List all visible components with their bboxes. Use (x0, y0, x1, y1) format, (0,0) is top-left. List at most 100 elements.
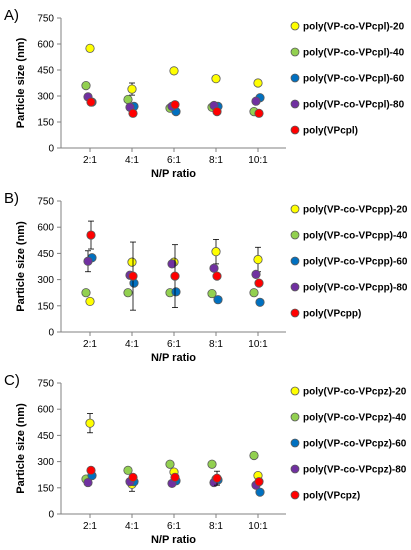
x-tick-label: 10:1 (248, 339, 268, 350)
y-tick-label: 600 (37, 223, 54, 234)
x-tick-label: 4:1 (125, 521, 139, 532)
y-tick-label: 300 (37, 457, 54, 468)
x-tick-label: 4:1 (125, 339, 139, 350)
data-point (81, 81, 91, 91)
legend-marker (290, 47, 300, 57)
legend-marker (290, 125, 300, 135)
y-tick-label: 0 (48, 328, 54, 339)
data-point (127, 84, 137, 94)
series-4 (83, 250, 261, 280)
data-point (254, 477, 264, 487)
data-point (85, 43, 95, 53)
data-point (127, 257, 137, 267)
legend-label: poly(VPcpl) (303, 126, 358, 137)
y-axis-title: Particle size (nm) (15, 403, 27, 494)
y-axis-title: Particle size (nm) (15, 221, 27, 312)
y-axis-title: Particle size (nm) (15, 37, 27, 128)
series-5 (86, 220, 264, 311)
data-point (83, 256, 93, 266)
y-tick-label: 600 (37, 405, 54, 416)
data-point (81, 288, 91, 298)
x-tick-label: 4:1 (125, 155, 139, 166)
x-tick-label: 2:1 (83, 155, 97, 166)
x-tick-label: 8:1 (209, 155, 223, 166)
series-1 (85, 43, 263, 96)
y-tick-label: 750 (37, 197, 54, 208)
x-tick-label: 10:1 (248, 155, 268, 166)
data-point (123, 288, 133, 298)
data-point (211, 74, 221, 84)
data-point (255, 487, 265, 497)
data-point (170, 472, 180, 482)
series-5 (86, 97, 264, 118)
data-point (170, 100, 180, 110)
data-point (86, 230, 96, 240)
legend-label: poly(VP-co-VPcpz)-60 (303, 439, 407, 450)
x-tick-label: 10:1 (248, 521, 268, 532)
data-point (251, 96, 261, 106)
x-axis-title: N/P ratio (151, 352, 196, 364)
data-point (85, 418, 95, 428)
data-point (207, 288, 217, 299)
x-tick-label: 6:1 (167, 155, 181, 166)
y-tick-label: 300 (37, 92, 54, 103)
chart-panel-a: A) 0 150 300 450 600 750 2:1 4:1 6:1 8:1 10:1 N/P ra… (4, 7, 405, 180)
legend-label: poly(VPcpz) (303, 491, 360, 502)
data-point (85, 296, 95, 307)
data-point (165, 459, 175, 469)
x-tick-label: 2:1 (83, 521, 97, 532)
x-tick-label: 6:1 (167, 339, 181, 350)
series-3 (87, 253, 265, 307)
data-point (86, 97, 96, 107)
chart-panel-b: B) 0 150 300 450 600 750 2:1 4:1 6:1 8:1 10:1 N/P ra… (4, 190, 408, 364)
legend-marker (290, 99, 300, 109)
data-point (86, 465, 96, 475)
data-point (255, 297, 265, 307)
legend-marker (290, 490, 300, 500)
legend-marker (290, 282, 300, 292)
legend-marker (290, 256, 300, 266)
data-point (253, 78, 263, 88)
data-point (207, 459, 217, 469)
legend-marker (290, 464, 300, 474)
legend-label: poly(VP-co-VPcpz)-80 (303, 465, 407, 476)
y-tick-label: 0 (48, 144, 54, 155)
legend-label: poly(VPcpp) (303, 309, 361, 320)
data-point (171, 287, 181, 297)
legend: poly(VP-co-VPcpp)-20 poly(VP-co-VPcpp)-40… (290, 205, 408, 320)
legend-label: poly(VP-co-VPcpp)-60 (303, 257, 408, 268)
data-point (209, 263, 219, 273)
series-2 (81, 288, 259, 299)
data-point (249, 288, 259, 298)
panel-label: C) (4, 372, 20, 389)
y-tick-label: 750 (37, 14, 54, 25)
y-tick-label: 0 (48, 510, 54, 521)
x-tick-label: 8:1 (209, 339, 223, 350)
data-point (212, 107, 222, 117)
legend: poly(VP-co-VPcpz)-20 poly(VP-co-VPcpz)-40… (290, 387, 407, 502)
legend-label: poly(VP-co-VPcpl)-20 (303, 22, 405, 33)
y-tick-label: 450 (37, 66, 54, 77)
legend-label: poly(VP-co-VPcpz)-40 (303, 413, 407, 424)
data-point (83, 477, 93, 488)
data-point (249, 450, 259, 461)
data-point (128, 271, 138, 281)
y-tick-label: 450 (37, 431, 54, 442)
y-tick-label: 150 (37, 118, 54, 129)
data-point (128, 108, 138, 118)
legend-marker (290, 21, 300, 31)
data-point (253, 254, 263, 265)
legend-marker (290, 308, 300, 318)
y-tick-label: 450 (37, 249, 54, 260)
series-5 (86, 465, 264, 487)
data-point (212, 271, 222, 281)
y-tick-label: 750 (37, 379, 54, 390)
data-point (123, 465, 133, 475)
legend-marker (290, 73, 300, 83)
y-tick-label: 150 (37, 483, 54, 494)
panel-label: A) (4, 7, 19, 24)
data-point (254, 108, 264, 118)
legend-marker (290, 230, 300, 240)
legend-marker (290, 438, 300, 448)
